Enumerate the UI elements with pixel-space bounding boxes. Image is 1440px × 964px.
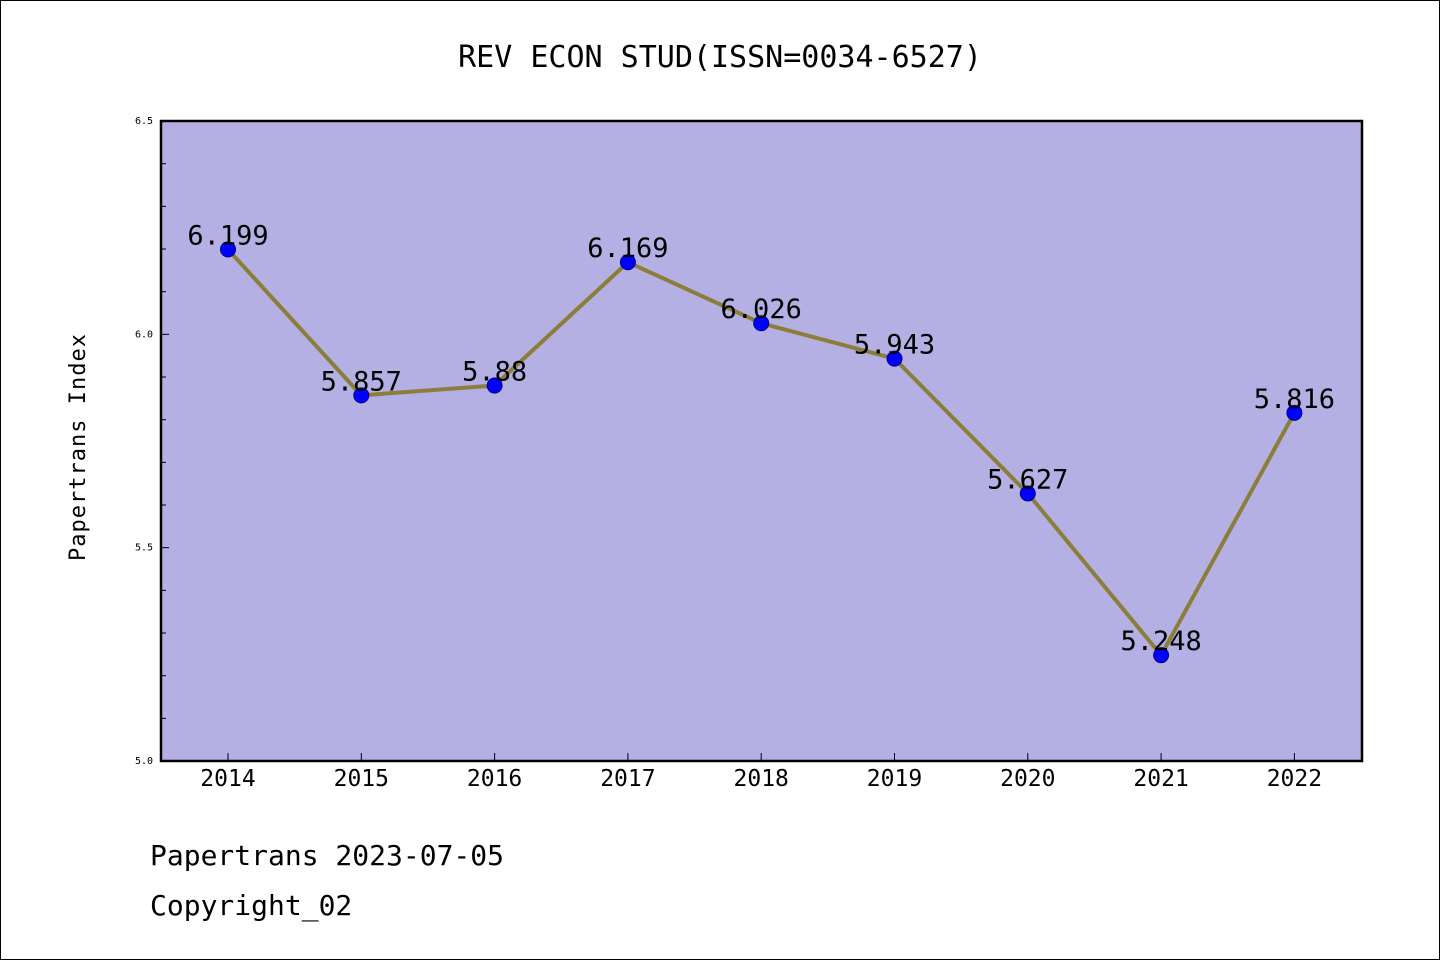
data-label: 5.627 (987, 464, 1068, 495)
y-tick-label: 5.0 (135, 756, 153, 767)
data-point-marker (1019, 485, 1036, 502)
x-axis-ticks: 2014 2015 2016 2017 2018 2019 2020 2021 2022 (200, 753, 1322, 792)
data-label: 6.199 (187, 220, 268, 251)
data-label: 5.88 (462, 357, 527, 388)
data-label: 5.816 (1254, 384, 1335, 415)
footer-date-text: Papertrans 2023-07-05 (150, 839, 504, 872)
data-label: 6.169 (587, 233, 668, 264)
data-point-marker (753, 315, 770, 332)
y-tick-label: 6.0 (135, 329, 153, 340)
x-tick-label: 2015 (334, 766, 389, 792)
x-tick-label: 2018 (734, 766, 789, 792)
x-tick-label: 2014 (200, 766, 255, 792)
data-label: 5.248 (1120, 626, 1201, 657)
y-tick-label: 6.5 (135, 116, 153, 127)
plot-area (161, 121, 1362, 761)
data-point-marker (1286, 404, 1303, 421)
data-point-marker (486, 377, 503, 394)
x-tick-label: 2017 (600, 766, 655, 792)
data-label: 5.943 (854, 330, 935, 361)
data-point-marker (619, 254, 636, 271)
chart-title: REV ECON STUD(ISSN=0034-6527) (458, 40, 982, 75)
data-point-marker (886, 350, 903, 367)
x-tick-label: 2016 (467, 766, 522, 792)
x-tick-label: 2022 (1267, 766, 1322, 792)
y-tick-label: 5.5 (135, 543, 153, 554)
data-point-marker (353, 387, 370, 404)
x-tick-label: 2019 (867, 766, 922, 792)
x-tick-label: 2021 (1133, 766, 1188, 792)
data-label: 6.026 (721, 294, 802, 325)
data-point-marker (1153, 647, 1170, 664)
data-series: 6.199 5.857 5.88 6.169 6.026 5.943 5.627 5.248 5… (187, 220, 1335, 664)
footer-copyright-text: Copyright_02 (150, 889, 352, 923)
plot-border (159, 119, 1364, 763)
y-axis-label: Papertrans Index (66, 333, 91, 561)
data-label: 5.857 (321, 366, 402, 397)
data-point-marker (220, 241, 236, 258)
x-tick-label: 2020 (1000, 766, 1055, 792)
